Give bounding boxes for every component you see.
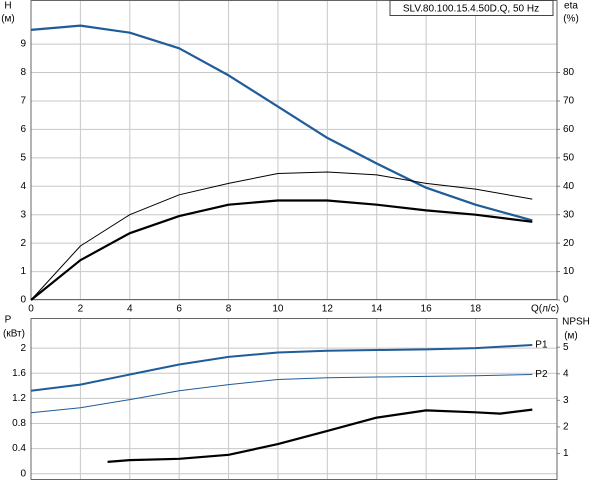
- y-axis-unit: (кВт): [3, 329, 25, 340]
- y2-tick-label: 70: [563, 96, 575, 107]
- x-tick-label: 8: [226, 304, 232, 315]
- y2-tick-label: 20: [563, 238, 575, 249]
- y2-tick-label: 40: [563, 181, 575, 192]
- y2-tick-label: 1: [563, 448, 569, 459]
- y-tick-label: 9: [20, 39, 26, 50]
- y2-tick-label: 2: [563, 422, 569, 433]
- y-tick-label: 0.4: [12, 443, 26, 454]
- curve: [30, 24, 533, 222]
- y2-tick-label: 10: [563, 266, 575, 277]
- curve: [30, 374, 533, 414]
- y2-tick-label: 80: [563, 67, 575, 78]
- plot-frame: [30, 0, 558, 300]
- y-tick-label: 0.8: [12, 418, 26, 429]
- x-tick-label: 6: [176, 304, 182, 315]
- x-tick-label: 12: [322, 304, 334, 315]
- y-tick-label: 1.2: [12, 393, 26, 404]
- y-tick-label: 1: [20, 266, 26, 277]
- curve: [30, 171, 533, 301]
- y-tick-label: 7: [20, 96, 26, 107]
- y2-tick-label: 30: [563, 209, 575, 220]
- curve-label: P2: [535, 369, 548, 380]
- y2-tick-label: 5: [563, 342, 569, 353]
- curve: [107, 408, 533, 463]
- y-tick-label: 5: [20, 152, 26, 163]
- y2-axis-unit: (м): [564, 331, 578, 342]
- x-tick-label: 18: [470, 304, 482, 315]
- y-axis-label: H: [4, 1, 11, 12]
- y2-axis-unit: (%): [563, 14, 579, 25]
- y-tick-label: 0: [20, 468, 26, 479]
- plot-frame: [30, 318, 558, 480]
- y-tick-label: 2: [20, 343, 26, 354]
- y-tick-label: 1.6: [12, 368, 26, 379]
- chart-title: SLV.80.100.15.4.50D.Q, 50 Hz: [403, 4, 539, 15]
- x-tick-label: 10: [272, 304, 284, 315]
- curve: [30, 199, 533, 301]
- y2-tick-label: 3: [563, 395, 569, 406]
- title-box: [389, 0, 554, 16]
- y-tick-label: 6: [20, 124, 26, 135]
- curve: [30, 344, 533, 392]
- y-tick-label: 8: [20, 67, 26, 78]
- y-tick-label: 4: [20, 181, 26, 192]
- x-axis-label: Q(л/с): [531, 304, 559, 315]
- curve-label: P1: [535, 340, 548, 351]
- y-tick-label: 3: [20, 209, 26, 220]
- x-tick-label: 2: [78, 304, 84, 315]
- x-tick-label: 14: [371, 304, 383, 315]
- y-tick-label: 0: [20, 295, 26, 306]
- y2-tick-label: 50: [563, 152, 575, 163]
- y2-axis-label: eta: [564, 1, 578, 12]
- x-tick-label: 4: [127, 304, 133, 315]
- y2-tick-label: 60: [563, 124, 575, 135]
- x-tick-label: 0: [28, 304, 34, 315]
- y2-tick-label: 4: [563, 368, 569, 379]
- y2-axis-label: NPSH: [562, 317, 590, 328]
- y2-tick-label: 0: [563, 295, 569, 306]
- y-axis-unit: (м): [1, 14, 15, 25]
- x-tick-label: 16: [421, 304, 433, 315]
- y-tick-label: 2: [20, 238, 26, 249]
- y-axis-label: P: [5, 315, 12, 326]
